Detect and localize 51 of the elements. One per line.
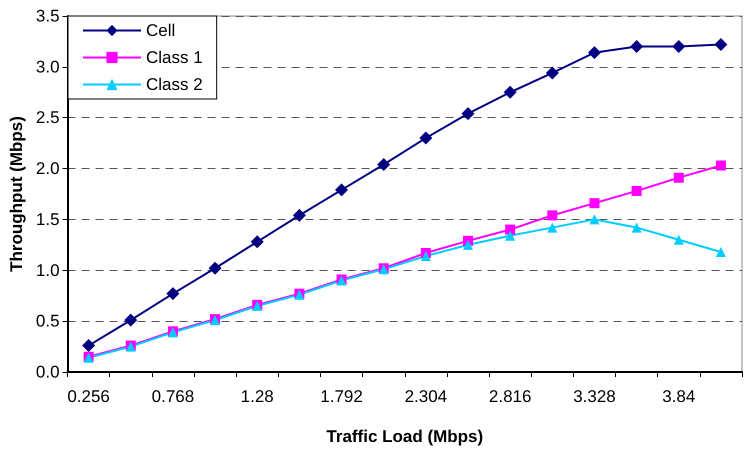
point bbox=[505, 230, 516, 241]
point bbox=[504, 86, 517, 99]
point bbox=[588, 46, 601, 60]
point bbox=[674, 172, 684, 183]
point bbox=[124, 314, 138, 327]
point bbox=[716, 246, 726, 257]
x-tick-label: 1.792 bbox=[320, 387, 363, 406]
x-tick-label: 1.28 bbox=[240, 387, 274, 406]
point bbox=[589, 214, 600, 224]
x-tick-label: 0.256 bbox=[67, 387, 110, 406]
x-tick-label: 3.328 bbox=[573, 387, 616, 406]
point bbox=[547, 222, 558, 233]
y-axis-title: Throughput (Mbps) bbox=[7, 116, 26, 272]
y-tick-label: 0.0 bbox=[36, 362, 60, 382]
point bbox=[250, 235, 264, 248]
x-tick-label: 2.304 bbox=[404, 387, 448, 406]
y-tick-label: 1.5 bbox=[36, 210, 60, 229]
point bbox=[208, 262, 222, 275]
point bbox=[547, 210, 558, 220]
x-tick-label: 3.84 bbox=[662, 387, 696, 406]
x-tick-label: 2.816 bbox=[488, 387, 532, 406]
y-tick-label: 1.0 bbox=[36, 260, 60, 280]
point bbox=[419, 132, 432, 145]
point bbox=[420, 251, 431, 262]
point bbox=[335, 183, 348, 196]
point bbox=[714, 38, 728, 51]
point bbox=[630, 40, 644, 54]
y-tick-label: 2.5 bbox=[36, 108, 60, 128]
point bbox=[377, 158, 390, 172]
legend-label: Cell bbox=[146, 21, 176, 40]
point bbox=[546, 66, 559, 80]
point bbox=[716, 160, 726, 171]
y-tick-label: 2.0 bbox=[36, 159, 60, 178]
point bbox=[589, 198, 600, 208]
point bbox=[462, 240, 473, 250]
legend-label: Class 2 bbox=[146, 75, 203, 94]
point bbox=[672, 40, 686, 54]
legend-label: Class 1 bbox=[146, 48, 203, 67]
point bbox=[82, 339, 96, 352]
y-tick-label: 0.5 bbox=[36, 312, 60, 331]
point bbox=[461, 107, 474, 120]
point bbox=[292, 208, 306, 222]
point bbox=[674, 234, 684, 245]
point bbox=[166, 287, 180, 300]
point bbox=[632, 186, 642, 196]
y-tick-label: 3.5 bbox=[36, 6, 60, 26]
point bbox=[632, 222, 642, 233]
y-tick-label: 3.0 bbox=[36, 57, 60, 76]
x-tick-label: 0.768 bbox=[152, 387, 194, 406]
x-axis-title: Traffic Load (Mbps) bbox=[326, 427, 484, 446]
point bbox=[505, 224, 516, 235]
